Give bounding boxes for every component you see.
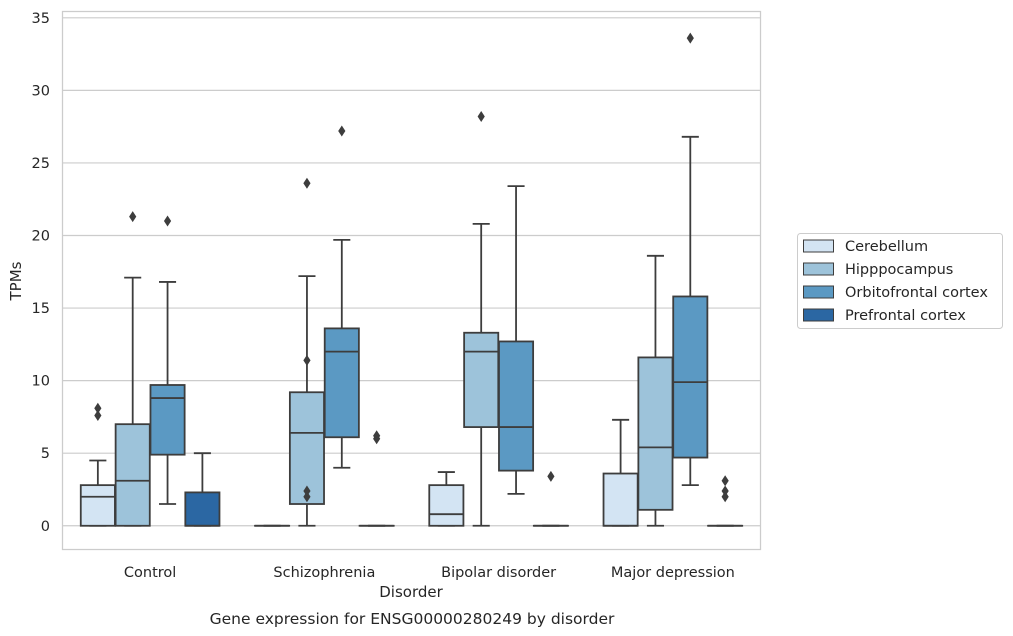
outlier-point bbox=[303, 491, 311, 503]
x-tick-labels: Control Schizophrenia Bipolar disorder Majo… bbox=[124, 565, 735, 581]
series-prefrontal-cortex bbox=[184, 430, 744, 527]
legend-swatch bbox=[803, 262, 834, 276]
chart-caption: Gene expression for ENSG00000280249 by d… bbox=[210, 610, 615, 628]
outlier-point bbox=[721, 485, 729, 497]
y-tick-label: 20 bbox=[32, 229, 50, 245]
box bbox=[532, 470, 569, 527]
y-axis-label: TPMs bbox=[7, 261, 25, 301]
x-tick-label: Control bbox=[124, 565, 176, 581]
outlier-point bbox=[721, 491, 729, 503]
box-body bbox=[114, 423, 151, 527]
box bbox=[323, 125, 360, 469]
legend-label: Cerebellum bbox=[845, 239, 928, 255]
box bbox=[707, 475, 744, 527]
box-body bbox=[672, 295, 709, 459]
y-tick-label: 0 bbox=[41, 519, 50, 535]
outlier-point bbox=[373, 430, 381, 442]
outlier-point bbox=[303, 485, 311, 497]
box bbox=[637, 254, 674, 527]
box-body bbox=[79, 484, 116, 527]
outlier-point bbox=[303, 354, 311, 366]
series-orbitofrontal-cortex bbox=[149, 32, 709, 505]
plot-frame bbox=[61, 10, 762, 551]
y-tick-label: 10 bbox=[32, 374, 50, 390]
y-tick-label: 15 bbox=[32, 301, 50, 317]
outlier-point bbox=[94, 402, 102, 414]
legend-label: Prefrontal cortex bbox=[845, 308, 966, 324]
x-tick-label: Bipolar disorder bbox=[441, 565, 556, 581]
series-hipppocampus bbox=[114, 110, 674, 527]
box bbox=[463, 110, 500, 527]
box-body bbox=[498, 340, 535, 472]
outlier-point bbox=[477, 110, 485, 122]
outlier-point bbox=[547, 470, 555, 482]
outlier-point bbox=[686, 32, 694, 44]
box bbox=[184, 452, 221, 527]
y-tick-label: 5 bbox=[41, 446, 50, 462]
box-body bbox=[288, 391, 325, 505]
legend-label: Orbitofrontal cortex bbox=[845, 285, 988, 301]
x-tick-label: Schizophrenia bbox=[273, 565, 375, 581]
box bbox=[114, 211, 151, 527]
x-tick-label: Major depression bbox=[611, 565, 735, 581]
box-body bbox=[637, 356, 674, 511]
box bbox=[602, 418, 639, 527]
legend: Cerebellum Hipppocampus Orbitofrontal cort… bbox=[797, 233, 1003, 329]
legend-swatch bbox=[803, 285, 834, 299]
legend-frame bbox=[797, 233, 1003, 329]
y-tick-labels: 0 5 10 15 20 25 30 35 bbox=[32, 11, 50, 535]
outlier-point bbox=[721, 475, 729, 487]
box-body bbox=[184, 491, 221, 527]
series-cerebellum bbox=[79, 402, 639, 527]
outlier-point bbox=[94, 409, 102, 421]
y-tick-label: 30 bbox=[32, 83, 50, 99]
box-body bbox=[463, 331, 500, 428]
box bbox=[288, 177, 325, 527]
box bbox=[672, 32, 709, 487]
box bbox=[79, 402, 116, 527]
box-body bbox=[149, 384, 186, 456]
box-body bbox=[602, 472, 639, 527]
box bbox=[358, 430, 395, 527]
x-axis-label: Disorder bbox=[379, 583, 443, 601]
y-tick-label: 35 bbox=[32, 11, 50, 27]
box bbox=[498, 185, 535, 495]
box-body bbox=[428, 484, 465, 527]
outlier-point bbox=[303, 177, 311, 189]
box bbox=[428, 471, 465, 527]
legend-swatch bbox=[803, 308, 834, 322]
box bbox=[149, 215, 186, 505]
legend-label: Hipppocampus bbox=[845, 262, 953, 278]
outlier-point bbox=[163, 215, 172, 227]
outlier-point bbox=[129, 211, 137, 223]
box-groups bbox=[79, 32, 744, 527]
y-tick-label: 25 bbox=[32, 156, 50, 172]
legend-swatch bbox=[803, 239, 834, 253]
box-body bbox=[323, 327, 360, 439]
outlier-point bbox=[338, 125, 346, 137]
